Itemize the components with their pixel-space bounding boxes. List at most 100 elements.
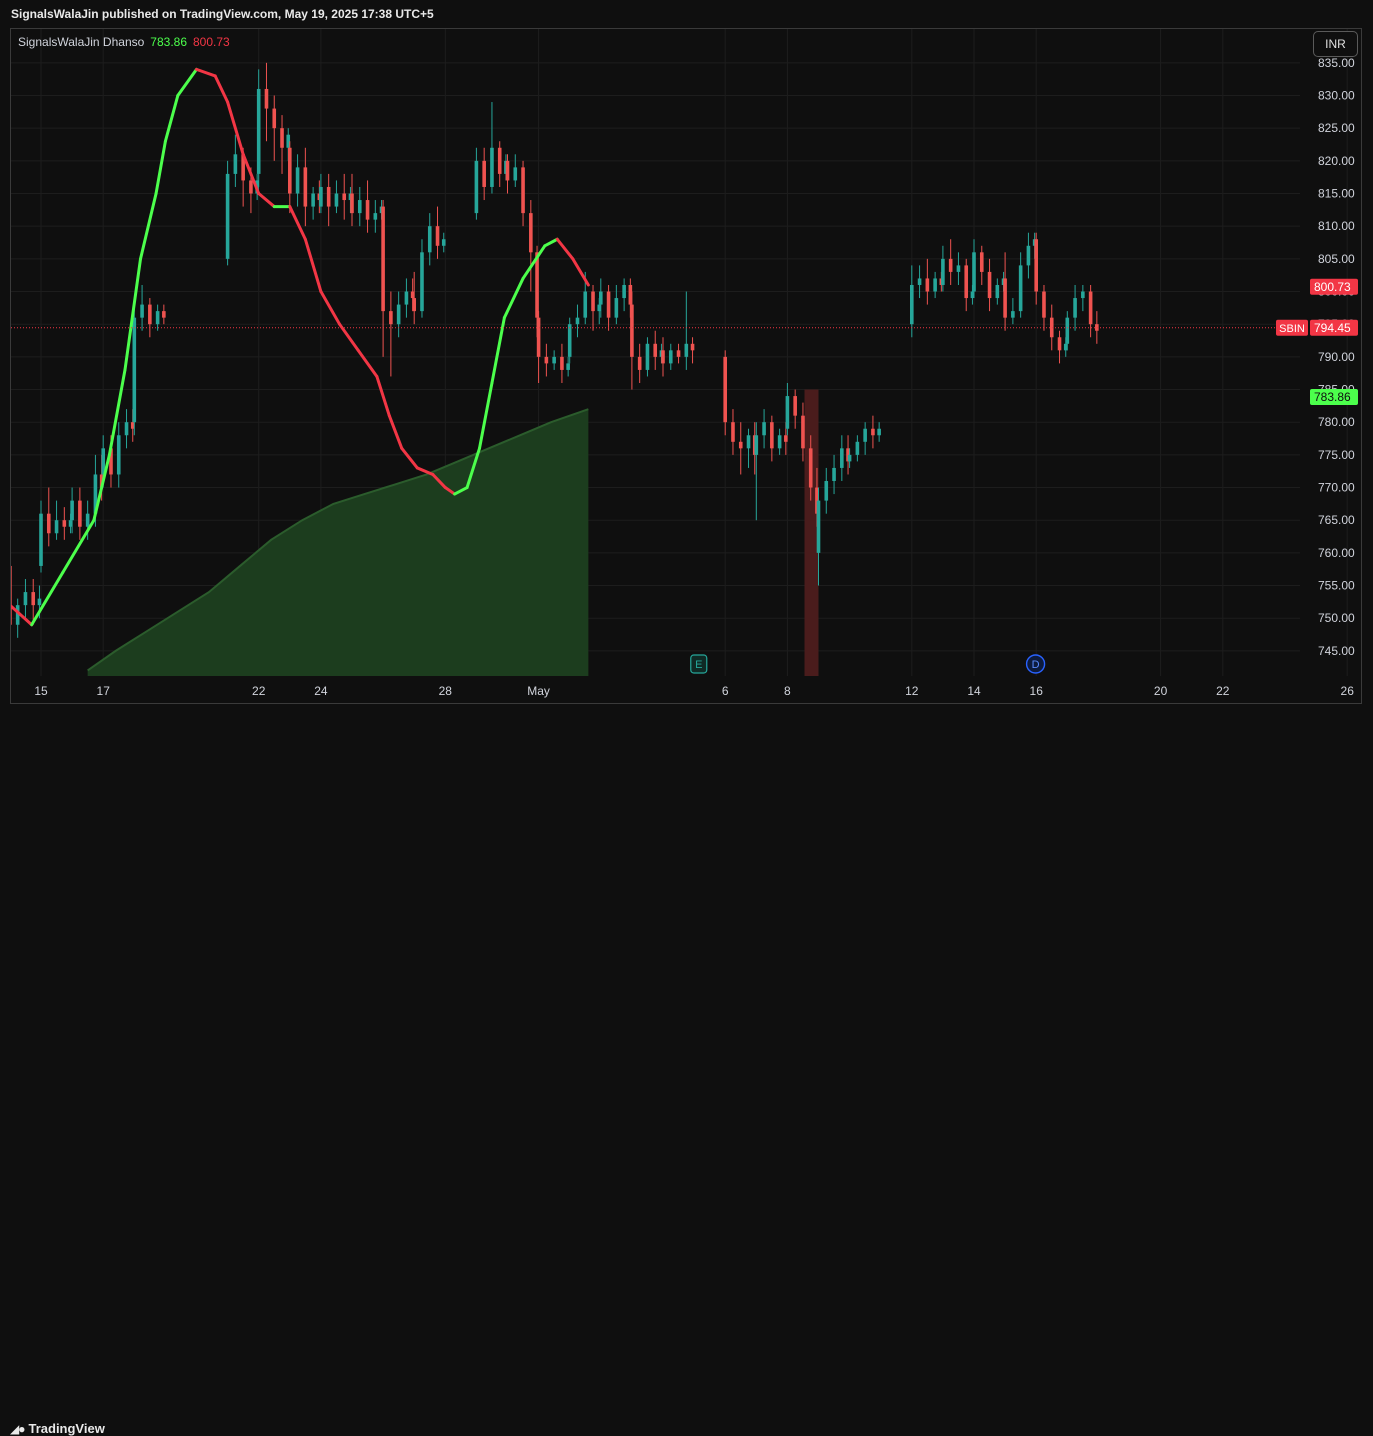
dhanso-fast-segment: [107, 368, 127, 457]
y-tick-label: 835.00: [1318, 56, 1355, 70]
price-chart[interactable]: E D 745.00 750.00 755.00 760.00 765.00 770.00 77…: [11, 29, 1361, 703]
candle-body: [871, 428, 875, 436]
candle-body: [109, 448, 113, 475]
candle-body: [155, 311, 160, 325]
dhanso-slow-line: [87, 408, 589, 672]
candle-body: [116, 435, 121, 475]
candle-body: [357, 200, 362, 214]
dhanso-fast-segment: [154, 139, 167, 196]
candle-body: [311, 193, 315, 207]
indicator-value-slow: 783.86: [150, 35, 187, 49]
candle-body: [99, 474, 104, 488]
x-tick-label: 22: [1216, 684, 1230, 698]
price-axis-tag: [1310, 388, 1358, 405]
y-tick-label: 830.00: [1318, 89, 1355, 103]
candle-body: [389, 311, 393, 325]
candle-body: [1042, 291, 1046, 318]
candle-body: [606, 291, 611, 318]
candle-body: [68, 520, 73, 527]
candle-body: [256, 88, 261, 174]
candle-body: [808, 448, 813, 488]
chart-pane[interactable]: E D 745.00 750.00 755.00 760.00 765.00 770.00 77…: [10, 28, 1362, 704]
dhanso-fast-segment: [415, 466, 435, 476]
candle-body: [272, 108, 277, 129]
event-marker-label: E: [695, 659, 702, 671]
candle-body: [847, 454, 852, 462]
earnings-marker-icon[interactable]: [690, 654, 708, 674]
dhanso-fast-segment: [319, 290, 342, 326]
x-tick-label: 28: [439, 684, 453, 698]
candle-body: [521, 167, 525, 214]
x-tick-label: 26: [1341, 684, 1355, 698]
price-axis-tag: [1310, 278, 1358, 295]
candle-body: [373, 213, 378, 220]
candle-body: [544, 356, 549, 364]
dhanso-fast-segment: [226, 100, 245, 156]
candle-body: [124, 422, 129, 436]
candle-body: [396, 304, 401, 325]
candle-body: [793, 396, 797, 416]
x-tick-label: 12: [905, 684, 919, 698]
candle-body: [148, 304, 152, 325]
dhanso-fast-segment: [555, 237, 575, 261]
candle-body: [381, 206, 385, 312]
candle-body: [738, 441, 743, 449]
candle-body: [11, 565, 12, 625]
candle-body: [731, 422, 735, 442]
candle-body: [941, 258, 945, 285]
symbol-tag: [1276, 319, 1308, 336]
publish-info-text: SignalsWalaJin published on TradingView.…: [11, 7, 434, 21]
candle-body: [1026, 245, 1031, 266]
candle-body: [412, 298, 416, 312]
tradingview-logo-icon: ◢●: [10, 1422, 26, 1436]
price-axis-tag: [1310, 319, 1358, 336]
dhanso-fast-segment: [375, 374, 391, 418]
candle-body: [1057, 337, 1062, 351]
dhanso-fast-segment: [92, 453, 111, 522]
candle-body: [566, 363, 570, 370]
candle-body: [628, 284, 633, 305]
dhanso-fast-segment: [465, 446, 482, 490]
indicator-legend: SignalsWalaJin Dhanso 783.86 800.73: [18, 35, 230, 49]
x-tick-label: 20: [1154, 684, 1168, 698]
candle-body: [863, 428, 867, 442]
candle-body: [910, 284, 914, 325]
tradingview-logo[interactable]: ◢● TradingView: [10, 1421, 105, 1436]
dividend-marker-icon[interactable]: [1025, 654, 1046, 674]
footer: ◢● TradingView: [0, 706, 1373, 1436]
candle-body: [342, 193, 347, 201]
x-tick-label: 24: [314, 684, 328, 698]
candle-body: [567, 324, 572, 357]
dhanso-fast-segment: [303, 237, 323, 294]
candle-body: [785, 396, 790, 429]
dhanso-fast-segment: [543, 237, 559, 248]
candle-body: [933, 278, 937, 292]
y-tick-label: 755.00: [1318, 579, 1355, 593]
dhanso-fast-segment: [502, 276, 525, 320]
price-axis-tag-value: 800.73: [1314, 280, 1351, 294]
candle-body: [676, 350, 681, 357]
dhanso-fast-segment: [431, 472, 447, 490]
candle-body: [46, 513, 51, 534]
candle-body: [661, 350, 665, 364]
event-marker-label: D: [1032, 659, 1040, 671]
candle-body: [684, 343, 689, 357]
candle-body: [877, 428, 881, 436]
candle-body: [513, 167, 518, 181]
y-tick-label: 780.00: [1318, 415, 1355, 429]
candle-body: [1034, 239, 1038, 292]
candle-body: [319, 186, 323, 207]
candle-body: [535, 252, 539, 318]
signal-highlight-band: [804, 389, 819, 676]
dhanso-fast-segment: [123, 257, 143, 372]
y-tick-label: 760.00: [1318, 546, 1355, 560]
dhanso-fast-segment: [338, 322, 360, 352]
currency-button[interactable]: INR: [1313, 31, 1358, 57]
candle-body: [427, 226, 432, 253]
candle-body: [925, 278, 930, 292]
candle-body: [85, 513, 90, 527]
dhanso-fast-segment: [400, 446, 419, 470]
candle-body: [637, 356, 642, 370]
x-tick-label: May: [527, 684, 550, 698]
y-tick-label: 750.00: [1318, 611, 1355, 625]
